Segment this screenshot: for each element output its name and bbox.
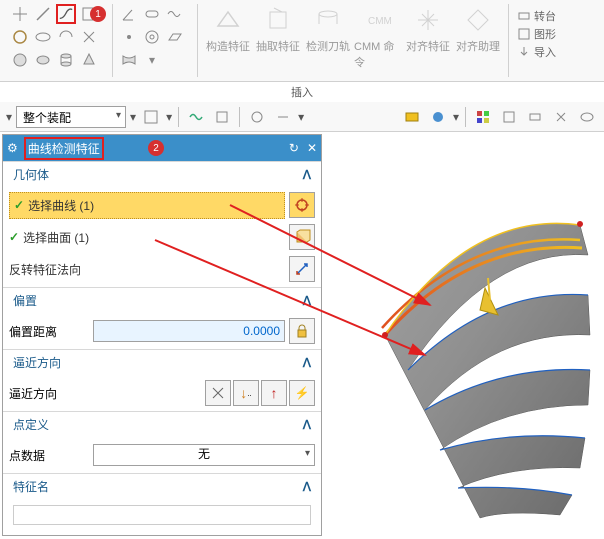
construct-feature-button[interactable]: 构造特征: [204, 4, 252, 70]
ribbon-group-2: ▾: [113, 4, 198, 77]
select-face-row[interactable]: ✓ 选择曲面 (1): [9, 229, 285, 246]
check-icon: ✓: [9, 230, 19, 244]
offset-section-body: 偏置距离: [3, 313, 321, 349]
approach-direction-label: 逼近方向: [9, 385, 201, 402]
annotation-badge-2: 2: [148, 140, 164, 156]
sec-icon-8[interactable]: [472, 106, 494, 128]
extract-label: 抽取特征: [256, 38, 300, 54]
sphere-icon[interactable]: [10, 50, 30, 70]
ribbon-icon-8[interactable]: [79, 27, 99, 47]
dot-icon[interactable]: [119, 27, 139, 47]
sec-icon-5[interactable]: [272, 106, 294, 128]
secondary-toolbar: ▾ 整个装配 ▾ ▾ ▾ ▾: [0, 102, 604, 132]
turntable-button[interactable]: 转台: [517, 8, 556, 24]
check-icon: ✓: [14, 198, 24, 212]
line-icon[interactable]: [33, 4, 53, 24]
inspect-path-label: 检测刀轨: [306, 38, 350, 54]
cone-icon[interactable]: [79, 50, 99, 70]
curve-target-button[interactable]: [289, 192, 315, 218]
approach-section-body: 逼近方向 ↓.. ↑ ⚡: [3, 375, 321, 411]
panel-title: 曲线检测特征: [24, 137, 104, 160]
ellipse-solid-icon[interactable]: [33, 50, 53, 70]
sec-icon-2[interactable]: [185, 106, 207, 128]
collapse-icon: ᐱ: [303, 418, 311, 432]
sec-icon-1[interactable]: [140, 106, 162, 128]
cmm-label: CMM 命令: [354, 38, 402, 70]
point-def-section-body: 点数据 无: [3, 437, 321, 473]
reverse-normal-row: 反转特征法向: [9, 261, 285, 278]
align-asst-label: 对齐助理: [456, 38, 500, 54]
sec-icon-9[interactable]: [498, 106, 520, 128]
feature-name-body: [3, 499, 321, 535]
offset-distance-label: 偏置距离: [9, 323, 89, 340]
direction-btn-2[interactable]: ↓..: [233, 380, 259, 406]
collapse-icon: ᐱ: [303, 480, 311, 494]
sec-icon-11[interactable]: [550, 106, 572, 128]
collapse-icon: ᐱ: [303, 356, 311, 370]
extract-feature-button[interactable]: 抽取特征: [254, 4, 302, 70]
construct-label: 构造特征: [206, 38, 250, 54]
svg-text:CMM: CMM: [368, 16, 392, 27]
close-icon[interactable]: ✕: [307, 141, 317, 155]
point-icon[interactable]: [10, 4, 30, 24]
offset-distance-input[interactable]: [93, 320, 285, 342]
lock-button[interactable]: [289, 318, 315, 344]
curve-icon[interactable]: [56, 4, 76, 24]
point-data-label: 点数据: [9, 447, 89, 464]
sec-icon-12[interactable]: [576, 106, 598, 128]
select-curve-row[interactable]: ✓ 选择曲线 (1): [9, 192, 285, 219]
import-button[interactable]: 导入: [517, 44, 556, 60]
ribbon-icon-6[interactable]: [33, 27, 53, 47]
point-data-select[interactable]: 无: [93, 444, 315, 466]
sec-icon-4[interactable]: [246, 106, 268, 128]
graphics-button[interactable]: 图形: [517, 26, 556, 42]
inspect-path-button[interactable]: 检测刀轨: [304, 4, 352, 70]
3d-viewport[interactable]: [330, 160, 600, 530]
feature-name-section-header[interactable]: 特征名 ᐱ: [3, 473, 321, 499]
sec-icon-6[interactable]: [401, 106, 423, 128]
direction-btn-1[interactable]: [205, 380, 231, 406]
torus-icon[interactable]: [142, 27, 162, 47]
ribbon-group2-icons: ▾: [119, 4, 191, 70]
plane-icon[interactable]: [165, 27, 185, 47]
cmm-command-button[interactable]: CMM CMM 命令: [354, 4, 402, 70]
offset-section-header[interactable]: 偏置 ᐱ: [3, 287, 321, 313]
face-target-button[interactable]: [289, 224, 315, 250]
gear-icon[interactable]: ⚙: [7, 141, 18, 155]
align-feat-label: 对齐特征: [406, 38, 450, 54]
circle-icon[interactable]: [10, 27, 30, 47]
direction-btn-3[interactable]: ↑: [261, 380, 287, 406]
collapse-icon: ᐱ: [303, 294, 311, 308]
annotation-badge-1: 1: [90, 6, 106, 22]
ribbon-group-big: 构造特征 抽取特征 检测刀轨 CMM CMM 命令 对齐特征 对齐助理: [198, 4, 508, 77]
curve-inspect-panel: ⚙ 曲线检测特征 ↻ ✕ 几何体 ᐱ ✓ 选择曲线 (1) ✓ 选择曲面 (1): [2, 134, 322, 536]
direction-btn-4[interactable]: ⚡: [289, 380, 315, 406]
cylinder-icon[interactable]: [56, 50, 76, 70]
ribbon-icon-7[interactable]: [56, 27, 76, 47]
sec-icon-3[interactable]: [211, 106, 233, 128]
refresh-icon[interactable]: ↻: [289, 141, 299, 155]
ribbon-footer: 插入: [0, 82, 604, 102]
sec-icon-10[interactable]: [524, 106, 546, 128]
ribbon-side-labels: 转台 图形 导入: [508, 4, 560, 77]
slot-icon[interactable]: [142, 4, 162, 24]
assembly-select[interactable]: 整个装配: [16, 106, 126, 128]
geometry-section-body: ✓ 选择曲线 (1) ✓ 选择曲面 (1) 反转特征法向: [3, 187, 321, 287]
align-feature-button[interactable]: 对齐特征: [404, 4, 452, 70]
wave-icon[interactable]: [165, 4, 185, 24]
surface-icon[interactable]: [119, 50, 139, 70]
geometry-section-header[interactable]: 几何体 ᐱ: [3, 161, 321, 187]
angle-icon[interactable]: [119, 4, 139, 24]
collapse-icon: ᐱ: [303, 168, 311, 182]
align-assistant-button[interactable]: 对齐助理: [454, 4, 502, 70]
approach-section-header[interactable]: 逼近方向 ᐱ: [3, 349, 321, 375]
point-def-section-header[interactable]: 点定义 ᐱ: [3, 411, 321, 437]
dropdown-icon[interactable]: ▾: [142, 50, 162, 70]
reverse-button[interactable]: [289, 256, 315, 282]
sec-icon-7[interactable]: [427, 106, 449, 128]
